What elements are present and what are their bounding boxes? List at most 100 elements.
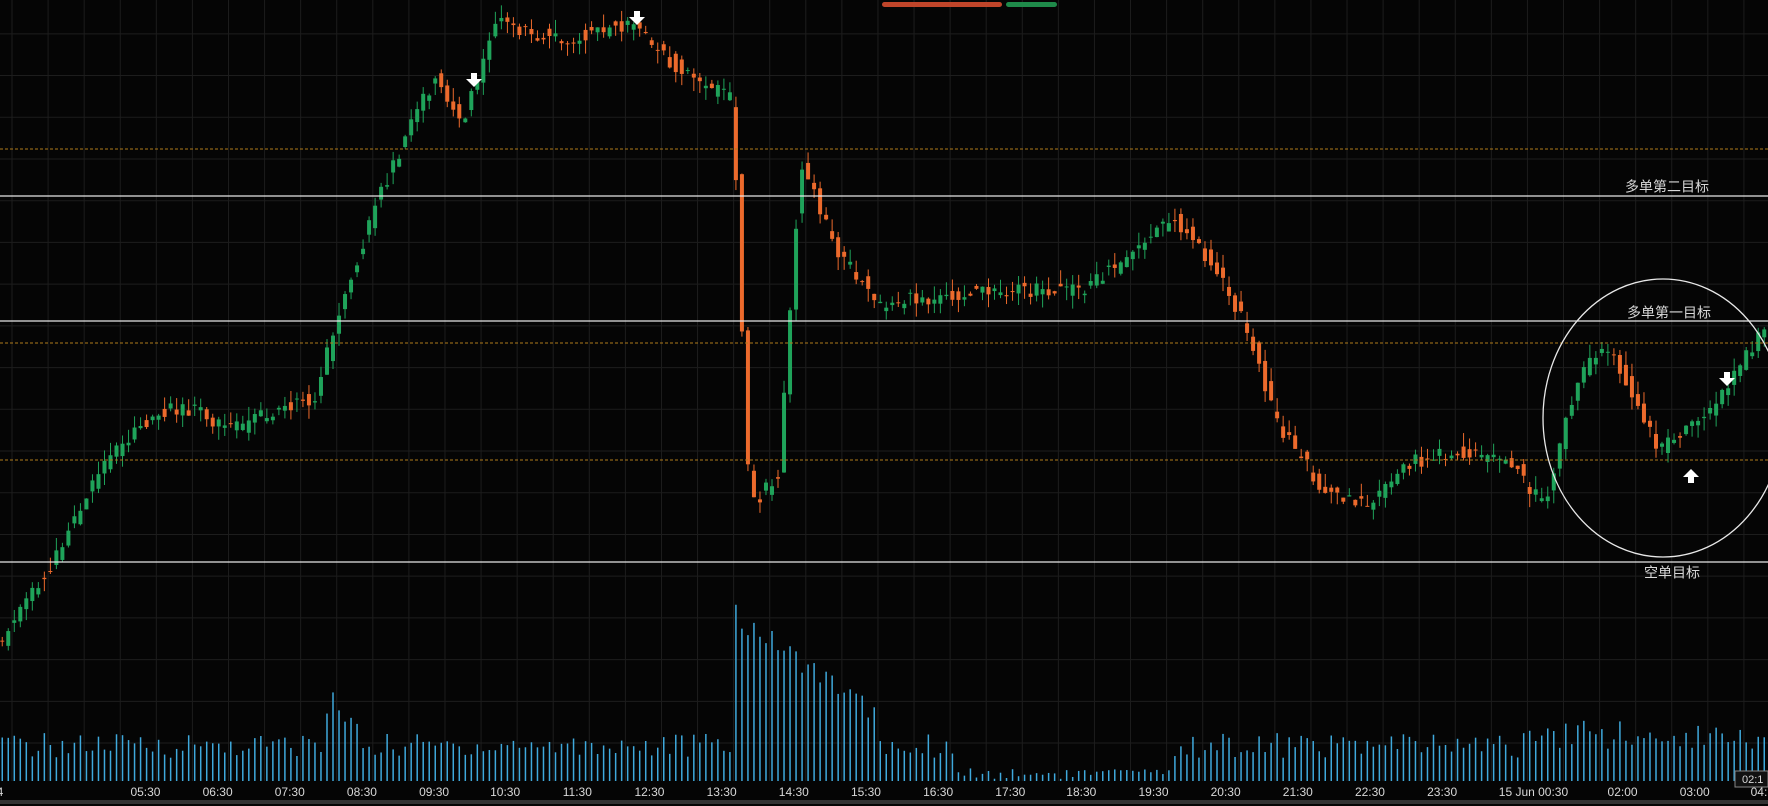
candle-body [1696, 420, 1701, 426]
time-label: 16:30 [923, 785, 953, 799]
candle-body [553, 33, 558, 37]
candle-body [1323, 486, 1328, 493]
candle-body [866, 276, 871, 289]
time-label: 11:30 [563, 785, 592, 799]
candle-body [788, 310, 793, 395]
candle-body [252, 414, 257, 423]
candle-body [126, 442, 131, 446]
candle-body [1275, 411, 1280, 419]
candle-body [12, 620, 17, 623]
candle-body [331, 335, 336, 362]
candle-body [132, 427, 137, 440]
candle-body [950, 290, 955, 300]
candle-body [36, 588, 41, 595]
candle-body [577, 40, 582, 44]
candle-body [1184, 229, 1189, 234]
candle-body [1281, 426, 1286, 438]
candle-body [1756, 332, 1761, 352]
candle-body [6, 631, 11, 646]
candle-body [1726, 388, 1731, 396]
buy-arrow [1683, 469, 1699, 483]
candle-body [102, 460, 107, 474]
candle-body [601, 27, 606, 33]
candle-body [72, 516, 77, 524]
candle-body [824, 214, 829, 220]
candle-body [1293, 435, 1298, 449]
candle-body [162, 408, 167, 417]
candle-body [270, 416, 275, 421]
time-label: 02:00 [1608, 785, 1638, 799]
time-label: 10:30 [490, 785, 520, 799]
candle-body [1678, 436, 1683, 438]
candle-body [1154, 227, 1159, 238]
candle-body [1497, 458, 1502, 460]
candle-body [745, 330, 750, 465]
candle-body [60, 547, 65, 560]
candle-body [445, 85, 450, 102]
candle-body [517, 26, 522, 36]
candle-body [1299, 456, 1304, 459]
candle-body [1100, 280, 1105, 284]
candle-body [1515, 465, 1520, 470]
candle-body [1581, 367, 1586, 383]
candle-body [697, 77, 702, 82]
candle-body [1551, 473, 1556, 491]
candle-body [565, 43, 570, 45]
volume-bars [1, 604, 1765, 783]
candle-body [1221, 267, 1226, 278]
candle-body [349, 279, 354, 293]
time-label: 03:00 [1680, 785, 1710, 799]
candle-body [1593, 357, 1598, 365]
candle-body [300, 399, 305, 401]
candle-body [1611, 354, 1616, 356]
candle-body [619, 21, 624, 32]
candle-body [240, 423, 245, 430]
candle-body [361, 248, 366, 255]
candle-body [1269, 381, 1274, 401]
candle-body [998, 292, 1003, 296]
candle-body [1190, 226, 1195, 241]
candle-body [938, 295, 943, 304]
candle-body [1425, 458, 1430, 460]
time-label: 08:30 [347, 785, 377, 799]
time-label: 18:30 [1066, 785, 1096, 799]
candle-body [403, 136, 408, 148]
candle-body [30, 587, 35, 602]
sell-arrow [466, 73, 482, 87]
candle-body [1437, 448, 1442, 456]
candle-body [800, 169, 805, 214]
candle-body [493, 23, 498, 37]
candle-body [156, 415, 161, 420]
candle-body [956, 291, 961, 300]
candle-body [391, 160, 396, 173]
candle-body [1738, 365, 1743, 376]
candle-body [1744, 350, 1749, 370]
time-label: 14:30 [779, 785, 809, 799]
candle-body [1263, 360, 1268, 392]
candle-body [1136, 245, 1141, 249]
candle-body [1076, 285, 1081, 288]
candle-body [631, 24, 636, 30]
time-label: 09:30 [419, 785, 449, 799]
candle-body [1106, 265, 1111, 267]
candle-body [1287, 432, 1292, 436]
candle-body [812, 182, 817, 190]
time-label: 15:30 [851, 785, 881, 799]
candle-body [655, 49, 660, 51]
candle-body [757, 499, 762, 503]
candle-body [96, 474, 101, 489]
candle-body [1623, 364, 1628, 386]
candle-body [535, 38, 540, 41]
candle-body [685, 70, 690, 72]
candle-body [1557, 443, 1562, 469]
candle-body [1666, 437, 1671, 453]
candle-body [433, 78, 438, 84]
time-labels: 14 Jun 2023, UTC-4 05:30 06:30 07:30 08:30 09… [0, 785, 1767, 799]
candle-body [481, 58, 486, 83]
candle-body [457, 104, 462, 119]
time-label: 20:30 [1211, 785, 1241, 799]
candle-body [908, 292, 913, 294]
candle-body [733, 107, 738, 181]
candle-body [1377, 490, 1382, 497]
cursor-time-label: 02:1 [1742, 774, 1763, 786]
